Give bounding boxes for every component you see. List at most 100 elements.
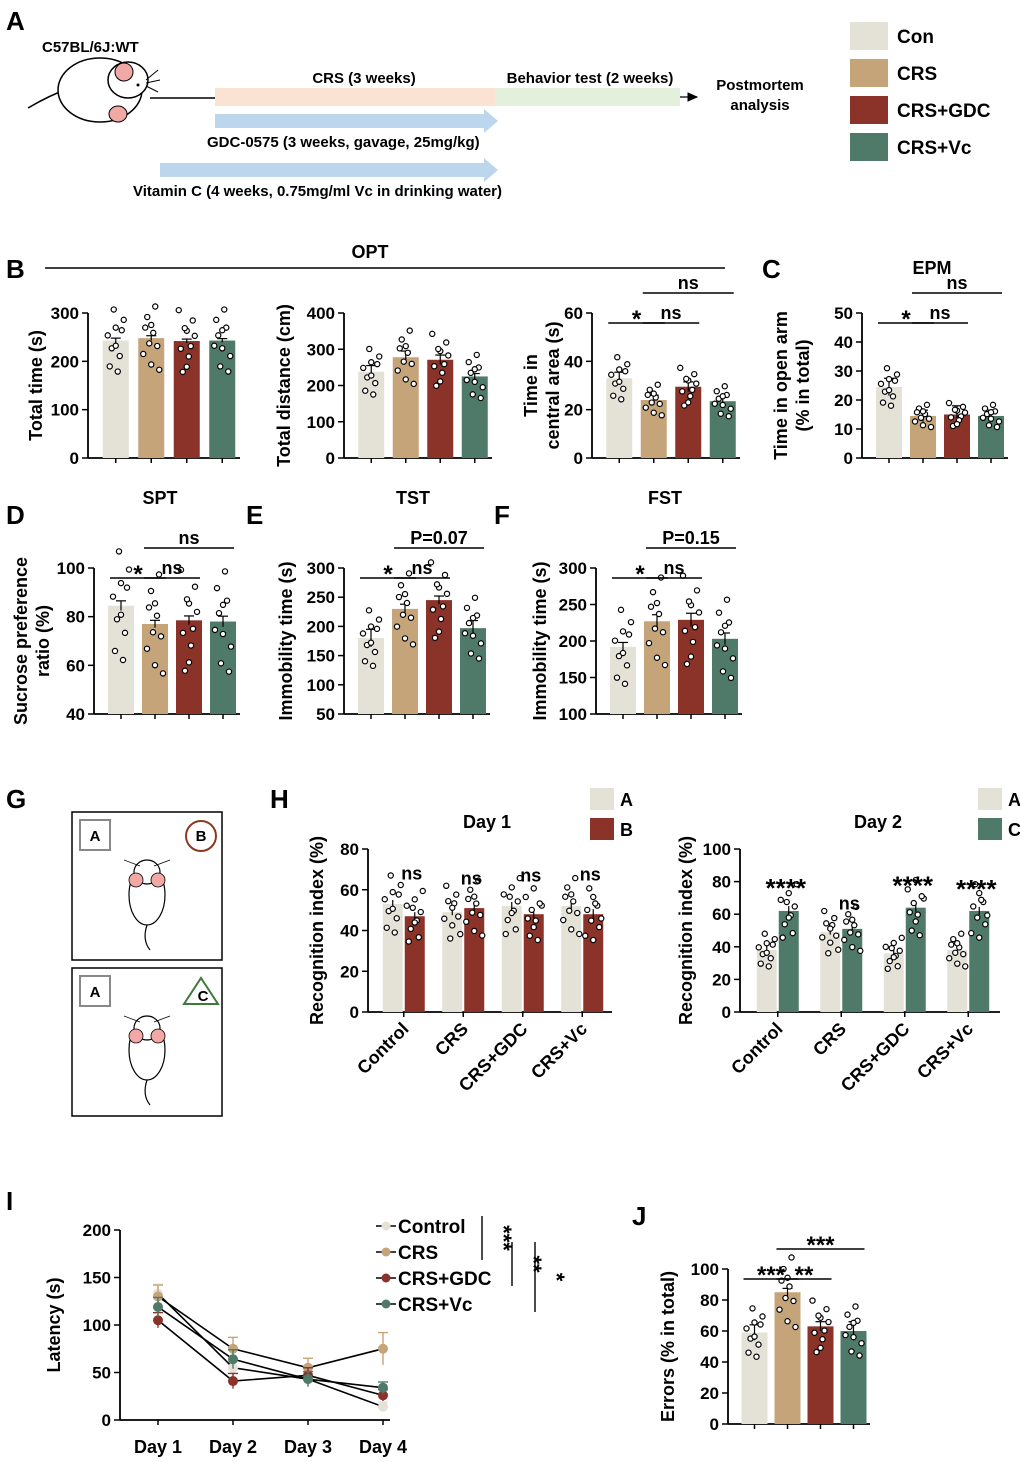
nor_day1-data-point xyxy=(411,896,418,903)
spt-data-point xyxy=(119,656,127,664)
opt_total_distance-data-point xyxy=(443,339,450,346)
opt_total_distance-data-point xyxy=(439,369,446,376)
nor_day2-data-point xyxy=(884,965,891,973)
nor_day2-data-point xyxy=(765,963,772,970)
nor_day1-data-point xyxy=(562,893,569,900)
spt-data-point xyxy=(191,583,199,590)
legend-label-crs-vc: CRS+Vc xyxy=(897,138,972,159)
nor_day2-bar-crs-a xyxy=(820,932,841,1012)
tst-data-point xyxy=(427,559,435,566)
errors-data-point xyxy=(850,1319,857,1327)
opt_total_time-data-point xyxy=(211,342,218,349)
object-b-circle xyxy=(185,820,217,852)
total-distance-chart: 0 100 200 300 400 Total distance (cm) xyxy=(274,304,492,468)
nor_day1-data-point xyxy=(504,916,511,924)
nor_day2-data-point xyxy=(974,914,981,921)
errors-data-point xyxy=(780,1265,787,1273)
errors-data-point xyxy=(757,1321,764,1328)
nor_day1-data-point xyxy=(502,930,509,938)
nor_day2-data-point xyxy=(849,916,856,923)
nor_day1-data-point xyxy=(381,896,388,903)
fst-data-point xyxy=(719,668,727,675)
tst-data-point xyxy=(371,648,379,656)
errors-y-tick-label: 100 xyxy=(691,1260,719,1279)
nor_day2-data-point xyxy=(912,918,919,925)
nor_day2-y-tick-label: 20 xyxy=(712,970,731,989)
nor_day1-title: Day 1 xyxy=(463,812,511,832)
object-a2-label: A xyxy=(90,984,101,1001)
opt_total_distance-y-tick-label: 400 xyxy=(307,304,335,323)
nor_day1-data-point xyxy=(389,888,396,896)
errors-data-point xyxy=(782,1294,789,1302)
fst-y-tick-label: 250 xyxy=(559,596,587,615)
nor_day1-data-point xyxy=(560,916,567,924)
opt_central_time-data-point xyxy=(679,388,686,395)
latency-legend-label: CRS+GDC xyxy=(398,1269,492,1290)
tst-data-point xyxy=(461,630,469,637)
errors-data-point xyxy=(749,1305,756,1312)
nor_day1-data-point xyxy=(576,930,583,938)
latency-x-tick-label: Day 3 xyxy=(284,1437,332,1457)
tst-data-point xyxy=(375,616,383,623)
errors-data-point xyxy=(753,1353,760,1360)
spt-comparison-label: ns xyxy=(178,528,199,548)
opt_total_distance-data-point xyxy=(477,394,484,402)
fst-data-point xyxy=(689,638,697,646)
spt-data-point xyxy=(177,566,185,574)
fst-data-point xyxy=(651,625,659,632)
spt-data-point xyxy=(219,601,227,609)
errors-y-tick-label: 40 xyxy=(700,1353,719,1372)
spt-data-point xyxy=(219,630,227,638)
opt_central_time-y-axis-label: Time in xyxy=(521,354,541,417)
opt_total_time-data-point xyxy=(120,316,127,324)
errors-data-point xyxy=(823,1305,830,1313)
epm-data-point xyxy=(891,377,899,384)
fst-data-point xyxy=(713,642,721,649)
errors-bar-crs xyxy=(774,1292,801,1424)
epm-data-point xyxy=(945,399,953,407)
nor_day1-data-point xyxy=(475,877,482,884)
epm-data-point xyxy=(993,423,1001,431)
gdc-arrow xyxy=(215,109,498,133)
errors-data-point xyxy=(790,1297,797,1305)
nor_day1-data-point xyxy=(590,936,597,944)
errors-data-point xyxy=(848,1348,855,1355)
opt_total_distance-data-point xyxy=(368,359,375,366)
nor_day2-data-point xyxy=(771,935,778,943)
spt-bar-crs-gdc xyxy=(176,620,202,714)
nor_day1-data-point xyxy=(409,904,416,912)
opt_central_time-data-point xyxy=(725,413,732,420)
opt_central_time-data-point xyxy=(717,410,724,417)
nor_day1-data-point xyxy=(522,893,529,901)
nor_day1-data-point xyxy=(417,908,424,916)
opt_total_time-y-tick-label: 300 xyxy=(51,304,79,323)
latency-point-crs-vc xyxy=(378,1382,388,1393)
spt-y-tick-label: 80 xyxy=(66,608,85,627)
opt_central_time-data-point xyxy=(727,405,734,412)
opt_central_time-data-point xyxy=(689,386,696,394)
tst-data-point xyxy=(429,606,437,613)
opt_total_time-data-point xyxy=(144,313,151,321)
opt_total_time-data-point xyxy=(112,342,119,349)
opt_central_time-y-tick-label: 20 xyxy=(564,401,583,420)
nor_day1-data-point xyxy=(536,900,543,907)
nor_day1-data-point xyxy=(566,907,573,914)
spt-comparison-label: ns xyxy=(161,558,182,578)
nor_day1-data-point xyxy=(465,895,472,903)
fst-data-point xyxy=(683,660,691,668)
recognition-day1-chart: 0 20 40 60 80 Recognition index (%) Day 1 Contr… xyxy=(307,788,633,1095)
tst-data-point xyxy=(439,603,447,610)
opt_central_time-y-tick-label: 60 xyxy=(564,304,583,323)
nor_day1-significance-label: ns xyxy=(461,869,482,889)
fst-data-point xyxy=(685,598,693,605)
panel-letter-e: E xyxy=(246,500,263,530)
opt_total_time-data-point xyxy=(185,353,192,360)
errors-data-point xyxy=(809,1297,816,1304)
latency-point-crs-gdc xyxy=(153,1315,163,1326)
spt-data-point xyxy=(181,667,189,674)
nor_day1-data-point xyxy=(453,891,460,898)
errors-y-axis-label: Errors (% in total) xyxy=(658,1271,678,1422)
opt_total_distance-data-point xyxy=(429,330,436,338)
nor_day1-y-tick-label: 0 xyxy=(350,1003,359,1022)
nor_day2-data-point xyxy=(821,907,828,915)
